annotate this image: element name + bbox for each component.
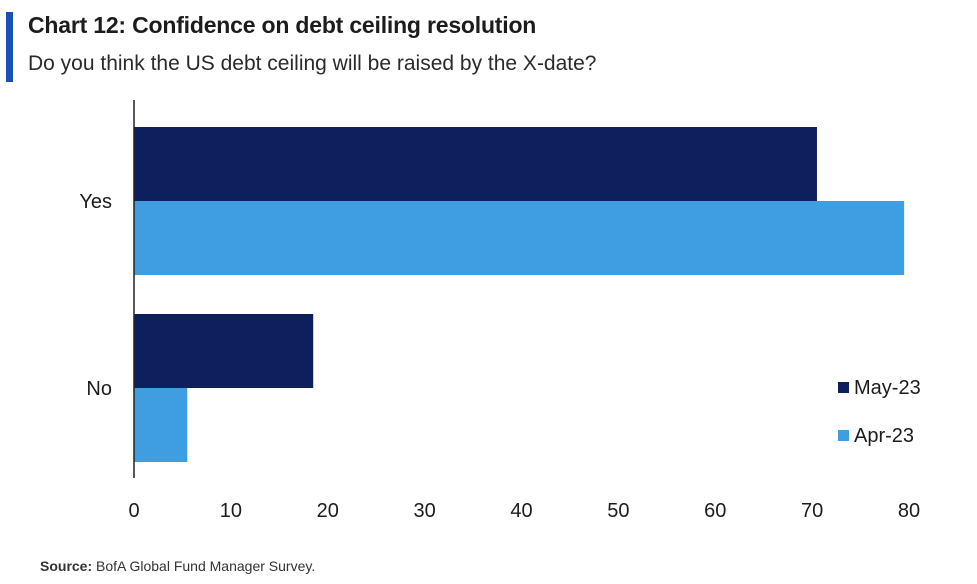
source-text: BofA Global Fund Manager Survey. (96, 558, 316, 574)
x-tick-label-50: 50 (607, 500, 629, 522)
x-tick-label-10: 10 (220, 500, 242, 522)
x-tick-label-80: 80 (898, 500, 920, 522)
x-tick-label-0: 0 (128, 500, 139, 522)
bar-yes-apr-23 (134, 201, 905, 275)
category-label-no: No (86, 378, 112, 400)
legend-swatch-apr-23 (838, 430, 849, 441)
x-tick-label-70: 70 (801, 500, 823, 522)
x-tick-label-20: 20 (317, 500, 339, 522)
x-tick-label-30: 30 (414, 500, 436, 522)
x-tick-label-40: 40 (510, 500, 532, 522)
bar-yes-may-23 (134, 127, 817, 201)
legend-swatch-may-23 (838, 382, 849, 393)
x-tick-label-60: 60 (704, 500, 726, 522)
category-label-yes: Yes (79, 191, 112, 213)
chart-title: Chart 12: Confidence on debt ceiling res… (28, 12, 537, 38)
legend-label-may-23: May-23 (854, 377, 921, 399)
bar-no-apr-23 (134, 388, 188, 462)
source-note: Source: BofA Global Fund Manager Survey. (40, 558, 315, 574)
chart-subtitle: Do you think the US debt ceiling will be… (28, 52, 597, 75)
legend-label-apr-23: Apr-23 (854, 425, 914, 447)
bar-no-may-23 (134, 314, 314, 388)
source-label: Source: (40, 558, 93, 574)
title-accent-bar (6, 12, 13, 82)
